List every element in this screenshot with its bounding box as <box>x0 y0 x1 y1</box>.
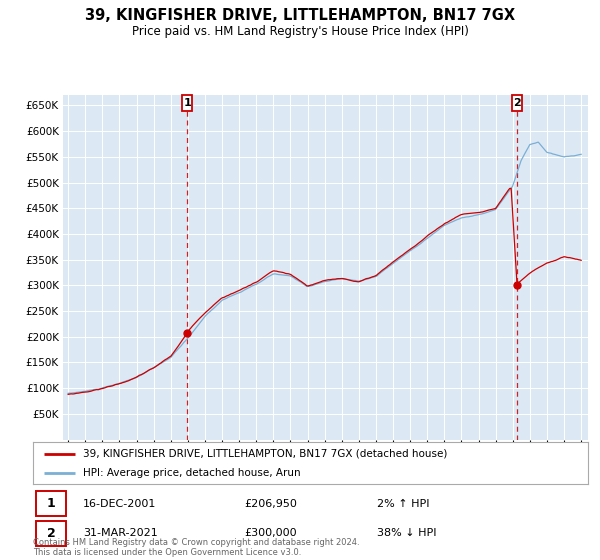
Text: 2: 2 <box>47 527 55 540</box>
Text: 16-DEC-2001: 16-DEC-2001 <box>83 499 157 508</box>
Text: £300,000: £300,000 <box>244 529 296 538</box>
FancyBboxPatch shape <box>182 95 192 111</box>
Text: 1: 1 <box>47 497 55 510</box>
Text: 39, KINGFISHER DRIVE, LITTLEHAMPTON, BN17 7GX (detached house): 39, KINGFISHER DRIVE, LITTLEHAMPTON, BN1… <box>83 449 448 459</box>
Text: 31-MAR-2021: 31-MAR-2021 <box>83 529 158 538</box>
FancyBboxPatch shape <box>36 521 66 545</box>
Text: Price paid vs. HM Land Registry's House Price Index (HPI): Price paid vs. HM Land Registry's House … <box>131 25 469 38</box>
Text: Contains HM Land Registry data © Crown copyright and database right 2024.
This d: Contains HM Land Registry data © Crown c… <box>33 538 359 557</box>
Text: £206,950: £206,950 <box>244 499 297 508</box>
Text: 2: 2 <box>513 98 521 108</box>
Text: 38% ↓ HPI: 38% ↓ HPI <box>377 529 437 538</box>
FancyBboxPatch shape <box>36 492 66 516</box>
Text: 2% ↑ HPI: 2% ↑ HPI <box>377 499 430 508</box>
Text: 39, KINGFISHER DRIVE, LITTLEHAMPTON, BN17 7GX: 39, KINGFISHER DRIVE, LITTLEHAMPTON, BN1… <box>85 8 515 24</box>
FancyBboxPatch shape <box>512 95 522 111</box>
Text: 1: 1 <box>183 98 191 108</box>
Text: HPI: Average price, detached house, Arun: HPI: Average price, detached house, Arun <box>83 468 301 478</box>
